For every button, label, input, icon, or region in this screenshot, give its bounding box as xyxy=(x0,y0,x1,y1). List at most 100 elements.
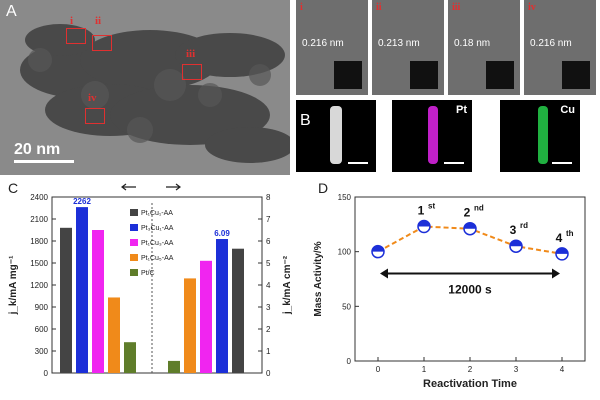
bar-specific-activity xyxy=(232,248,244,373)
hrtem-label: iv xyxy=(528,2,536,13)
y-tick-label-right: 8 xyxy=(266,193,271,202)
tem-texture xyxy=(0,0,295,175)
lattice-spacing: 0.213 nm xyxy=(378,38,420,49)
x-tick-label: 0 xyxy=(376,365,381,374)
roi-box-i xyxy=(66,28,86,44)
bar-specific-activity xyxy=(184,278,196,373)
y-tick-label-right: 5 xyxy=(266,259,271,268)
panel-d-letter: D xyxy=(318,180,329,196)
fft-inset xyxy=(410,61,438,89)
bar-specific-activity xyxy=(200,260,212,373)
point-label: 4 xyxy=(556,231,563,245)
legend-label: Pt/C xyxy=(141,270,155,277)
bar-specific-activity xyxy=(216,239,228,373)
bar-mass-activity xyxy=(76,207,88,373)
bar-mass-activity xyxy=(60,227,72,373)
legend-label: Pt₁Cu₁-AA xyxy=(141,210,173,217)
y-tick-label-left: 0 xyxy=(44,369,49,378)
bar-mass-activity xyxy=(92,230,104,373)
y-tick-label-right: 0 xyxy=(266,369,271,378)
hrtem-tile-i: i 0.216 nm xyxy=(296,0,368,95)
y-tick-label: 0 xyxy=(347,357,352,366)
bar-specific-activity xyxy=(168,360,180,373)
y-tick-label-right: 7 xyxy=(266,215,271,224)
fft-inset xyxy=(486,61,514,89)
legend-swatch xyxy=(130,224,138,231)
x-tick-label: 3 xyxy=(514,365,519,374)
hrtem-label: ii xyxy=(376,2,382,13)
panel-b-letter: B xyxy=(300,112,311,129)
roi-box-iv xyxy=(85,108,105,124)
legend-swatch xyxy=(130,254,138,261)
lattice-spacing: 0.216 nm xyxy=(302,38,344,49)
map-scale-bar xyxy=(444,162,464,164)
eds-map-pt: Pt xyxy=(392,100,472,172)
hrtem-tile-iv: iv 0.216 nm xyxy=(524,0,596,95)
arrow-right-icon xyxy=(166,183,181,191)
lattice-spacing: 0.18 nm xyxy=(454,38,491,49)
plot-frame xyxy=(354,196,586,362)
legend-label: Pt₁Cu₃-AA xyxy=(141,240,174,247)
y-tick-label-right: 3 xyxy=(266,303,271,312)
data-point-fill xyxy=(418,220,430,227)
y-tick-label-left: 1500 xyxy=(30,259,48,268)
data-point-fill xyxy=(372,245,384,252)
y-tick-label-left: 2100 xyxy=(30,215,48,224)
roi-label-ii: ii xyxy=(95,15,102,27)
y-tick-label-right: 4 xyxy=(266,281,271,290)
legend-swatch xyxy=(130,239,138,246)
panel-c-letter: C xyxy=(8,180,19,196)
x-axis-label: Reactivation Time xyxy=(423,378,517,390)
data-point-fill xyxy=(510,240,522,247)
arrow-left-icon xyxy=(121,183,136,191)
x-tick-label: 1 xyxy=(422,365,427,374)
roi-label-iv: iv xyxy=(88,92,97,104)
scale-bar xyxy=(14,160,74,163)
roi-label-iii: iii xyxy=(186,48,196,60)
map-label-cu: Cu xyxy=(560,104,575,116)
y-tick-label-right: 6 xyxy=(266,237,271,246)
roi-label-i: i xyxy=(70,15,74,27)
map-label-pt: Pt xyxy=(456,104,467,116)
fft-inset xyxy=(562,61,590,89)
legend-swatch xyxy=(130,209,138,216)
chart-c: 0 300 600 900 1200 1500 1800 2100 2400 0 1 2 3 4 5 6 7 8 j… xyxy=(8,183,293,378)
lattice-spacing: 0.216 nm xyxy=(530,38,572,49)
chart-d: 0 50 100 150 0 1 2 3 4 Reactivation Time Mass Acti… xyxy=(313,193,586,390)
fft-inset xyxy=(334,61,362,89)
y-axis-label-right: j_k/mA cm⁻² xyxy=(282,255,293,315)
data-point-fill xyxy=(464,222,476,229)
map-scale-bar xyxy=(348,162,368,164)
point-label-superscript: nd xyxy=(474,204,484,213)
hrtem-tile-iii: iii 0.18 nm xyxy=(448,0,520,95)
y-tick-label-left: 2400 xyxy=(30,193,48,202)
data-label-mass: 2262 xyxy=(73,197,91,206)
bar-mass-activity xyxy=(108,297,120,373)
span-annotation: 12000 s xyxy=(448,283,492,297)
eds-map-haadf xyxy=(296,100,376,172)
y-tick-label-right: 2 xyxy=(266,325,271,334)
point-label: 1 xyxy=(418,204,425,218)
tem-image: A i ii iii iv 20 nm xyxy=(0,0,295,175)
y-tick-label-left: 1800 xyxy=(30,237,48,246)
cu-signal xyxy=(538,106,548,164)
roi-box-ii xyxy=(92,35,112,51)
arrow-left-icon xyxy=(380,268,388,279)
y-axis-label-left: j_k/mA mg⁻¹ xyxy=(8,255,19,315)
legend-label: Pt₁Cu₅-AA xyxy=(141,255,174,262)
nanowire-shape xyxy=(330,106,342,164)
legend-swatch xyxy=(130,269,138,276)
arrow-right-icon xyxy=(552,268,560,279)
point-label: 3 xyxy=(510,223,517,237)
y-tick-label-left: 300 xyxy=(35,347,49,356)
x-tick-label: 4 xyxy=(560,365,565,374)
data-point-fill xyxy=(556,247,568,254)
roi-box-iii xyxy=(182,64,202,80)
scale-bar-label: 20 nm xyxy=(14,141,61,158)
hrtem-tile-ii: ii 0.213 nm xyxy=(372,0,444,95)
y-tick-label-left: 900 xyxy=(35,303,49,312)
hrtem-label: i xyxy=(300,2,303,13)
point-label-superscript: th xyxy=(566,229,574,238)
y-tick-label-right: 1 xyxy=(266,347,271,356)
data-label-specific: 6.09 xyxy=(214,229,230,238)
